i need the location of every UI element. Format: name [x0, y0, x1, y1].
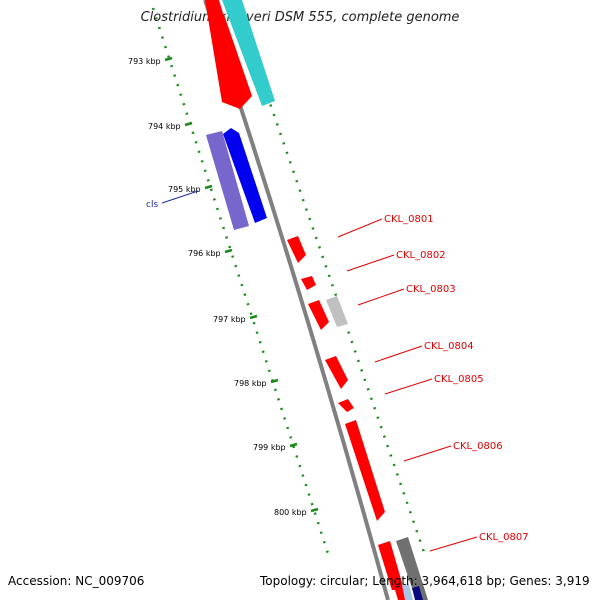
tick-label: 793 kbp — [128, 57, 161, 66]
white-feature — [391, 590, 398, 600]
gene-label: CKL_0807 — [479, 532, 529, 543]
gene-leader-line — [429, 536, 478, 552]
tick-label: 795 kbp — [168, 185, 201, 194]
tick-mark — [204, 184, 213, 190]
tick-mark — [164, 56, 173, 62]
gene-label: CKL_0801 — [384, 214, 434, 225]
cyan-feature — [222, 0, 275, 106]
purple-feature — [206, 131, 249, 230]
gene-label: CKL_0804 — [424, 341, 474, 352]
tick-label: 799 kbp — [253, 443, 286, 452]
tick-label: 797 kbp — [213, 315, 246, 324]
tick-label: 798 kbp — [234, 379, 267, 388]
gene-labels: CKL_0801 CKL_0802 CKL_0803 CKL_0804 CKL_0805… — [384, 214, 529, 543]
tick-mark — [289, 442, 298, 448]
cls-region — [206, 128, 267, 230]
gene-ckl-0802 — [301, 276, 316, 290]
cds-feature-white — [219, 0, 226, 14]
gene-leaders — [337, 218, 478, 552]
gene-ckl-0807 — [378, 541, 407, 600]
gene-leader-line — [337, 218, 383, 238]
gene-label: CKL_0803 — [406, 284, 456, 295]
gene-leader-line — [357, 288, 405, 306]
gene-ckl-0801 — [287, 236, 306, 263]
gene-ckl-0806 — [345, 420, 385, 521]
gene-leader-line — [403, 445, 452, 462]
gene-features — [287, 236, 428, 600]
gene-leader-line — [346, 254, 395, 272]
tick-label: 800 kbp — [274, 508, 307, 517]
tick-mark — [249, 314, 258, 320]
tick-label: 794 kbp — [148, 122, 181, 131]
gray-feature — [396, 537, 428, 600]
dark-blue-feature — [412, 586, 423, 600]
tick-mark — [224, 248, 233, 254]
gene-ckl-0805 — [338, 399, 354, 412]
cds-feature — [205, 0, 252, 109]
blue-feature — [223, 128, 267, 223]
gene-label: CKL_0802 — [396, 250, 446, 261]
gene-label: CKL_0805 — [434, 374, 484, 385]
tick-mark — [310, 507, 319, 513]
summary-text: Topology: circular; Length: 3,964,618 bp… — [260, 574, 590, 588]
inner-ruler-line — [236, 9, 427, 556]
kbp-ticks: 793 kbp 794 kbp 795 kbp 796 kbp 797 kbp 798 k… — [128, 56, 319, 517]
gene-leader-line — [384, 378, 433, 395]
gene-leader-line — [374, 345, 423, 363]
cls-label: cls — [146, 200, 158, 210]
tick-label: 796 kbp — [188, 249, 221, 258]
accession-text: Accession: NC_009706 — [8, 574, 145, 588]
gene-ckl-0803-gray — [326, 296, 348, 327]
tick-mark — [184, 121, 193, 127]
gene-ckl-0803 — [308, 300, 329, 330]
gene-ckl-0804 — [325, 356, 348, 389]
cls-leader-line — [161, 190, 199, 204]
tick-mark — [270, 378, 279, 384]
light-blue-feature — [402, 584, 413, 600]
gene-label: CKL_0806 — [453, 441, 503, 452]
top-features — [205, 0, 275, 109]
